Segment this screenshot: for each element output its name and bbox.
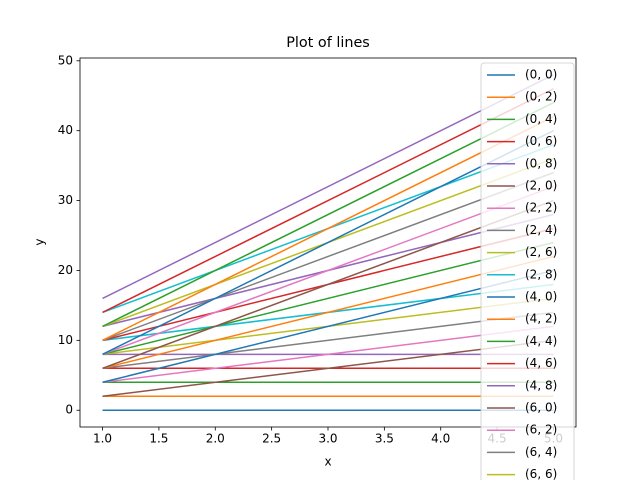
line [102, 311, 554, 370]
line [102, 339, 554, 397]
legend-label: (4, 6) [525, 356, 557, 370]
x-tick-label: 2.0 [206, 432, 225, 446]
legend-label: (4, 4) [525, 334, 557, 348]
x-tick-label: 3.5 [375, 432, 394, 446]
x-tick-label: 2.5 [262, 432, 281, 446]
chart-title: Plot of lines [286, 35, 370, 51]
legend-label: (2, 0) [525, 179, 557, 193]
line [102, 74, 554, 300]
legend-label: (6, 4) [525, 445, 557, 459]
legend-label: (6, 6) [525, 467, 557, 480]
legend-label: (2, 8) [525, 267, 557, 281]
legend-label: (4, 8) [525, 378, 557, 392]
line [102, 269, 554, 384]
line [102, 199, 554, 369]
line [102, 116, 554, 342]
x-tick-label: 3.0 [318, 432, 337, 446]
legend-label: (0, 0) [525, 68, 557, 82]
legend-label: (2, 4) [525, 223, 557, 237]
x-axis-label: x [324, 455, 331, 469]
legend-label: (0, 8) [525, 156, 557, 170]
line [102, 171, 554, 342]
line [102, 102, 554, 328]
line [102, 88, 554, 314]
line [102, 130, 554, 355]
y-tick-label: 40 [58, 123, 73, 137]
y-tick-label: 50 [58, 53, 73, 67]
line [102, 325, 554, 384]
legend-label: (0, 2) [525, 90, 557, 104]
line [102, 255, 554, 370]
legend-label: (4, 0) [525, 290, 557, 304]
x-tick-label: 1.5 [149, 432, 168, 446]
line [102, 241, 554, 356]
x-tick-label: 1.0 [93, 432, 112, 446]
legend-label: (0, 4) [525, 112, 557, 126]
legend-label: (0, 6) [525, 134, 557, 148]
legend-label: (2, 2) [525, 201, 557, 215]
x-tick-label: 4.0 [431, 432, 450, 446]
legend-label: (6, 2) [525, 423, 557, 437]
y-tick-label: 30 [58, 193, 73, 207]
legend-box [480, 62, 575, 480]
y-tick-label: 0 [65, 403, 73, 417]
legend-label: (2, 6) [525, 245, 557, 259]
y-tick-label: 20 [58, 263, 73, 277]
legend-label: (4, 2) [525, 312, 557, 326]
y-axis-label: y [33, 238, 47, 245]
legend-label: (6, 0) [525, 401, 557, 415]
line [102, 185, 554, 356]
y-tick-label: 10 [58, 333, 73, 347]
